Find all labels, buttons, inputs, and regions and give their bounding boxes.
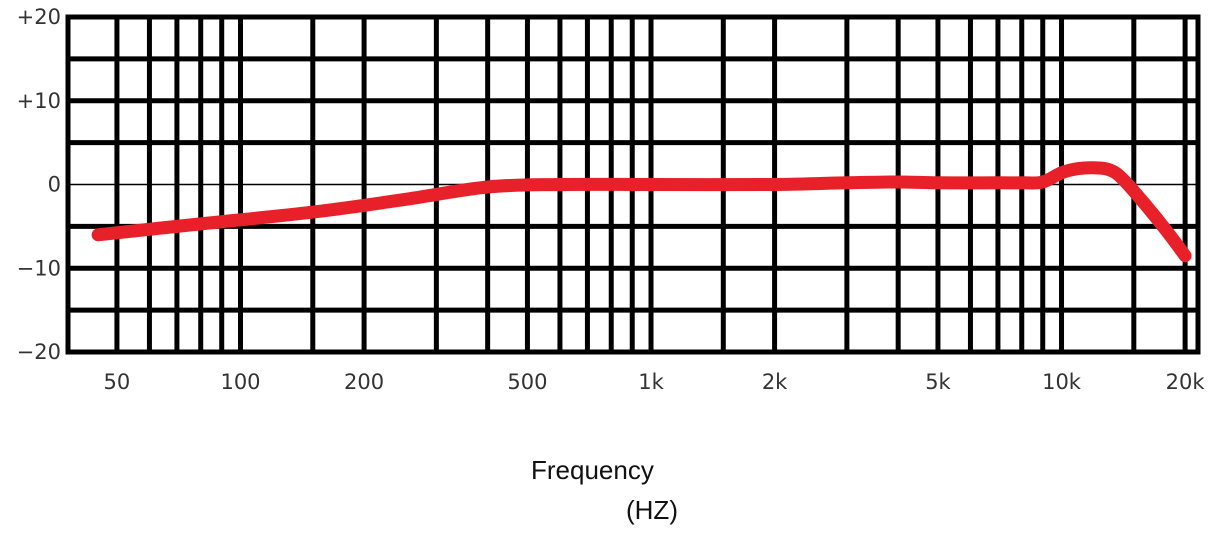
x-tick-label: 20k (1166, 370, 1206, 394)
y-tick-label: −20 (17, 340, 61, 364)
y-tick-label: 0 (48, 173, 61, 197)
y-tick-label: −10 (17, 256, 61, 280)
y-tick-label: +20 (17, 5, 61, 29)
response-curve (91, 161, 1192, 263)
plot-frame (65, 14, 1201, 355)
x-tick-label: 10k (1042, 370, 1082, 394)
series-layer (91, 161, 1192, 263)
y-tick-labels: +20 +10 0 −10 −20 (17, 5, 61, 364)
x-tick-label: 1k (638, 370, 664, 394)
x-axis-label: Frequency (531, 455, 654, 485)
x-tick-label: 200 (344, 370, 384, 394)
x-tick-label: 5k (925, 370, 951, 394)
horizontal-gridlines (68, 56, 1198, 313)
x-axis-unit: (HZ) (626, 495, 678, 525)
x-tick-label: 50 (104, 370, 131, 394)
y-tick-label: +10 (17, 89, 61, 113)
x-tick-labels: 50 100 200 500 1k 2k 5k 10k 20k (104, 370, 1206, 394)
x-tick-label: 100 (220, 370, 260, 394)
x-tick-label: 500 (507, 370, 547, 394)
x-tick-label: 2k (762, 370, 788, 394)
